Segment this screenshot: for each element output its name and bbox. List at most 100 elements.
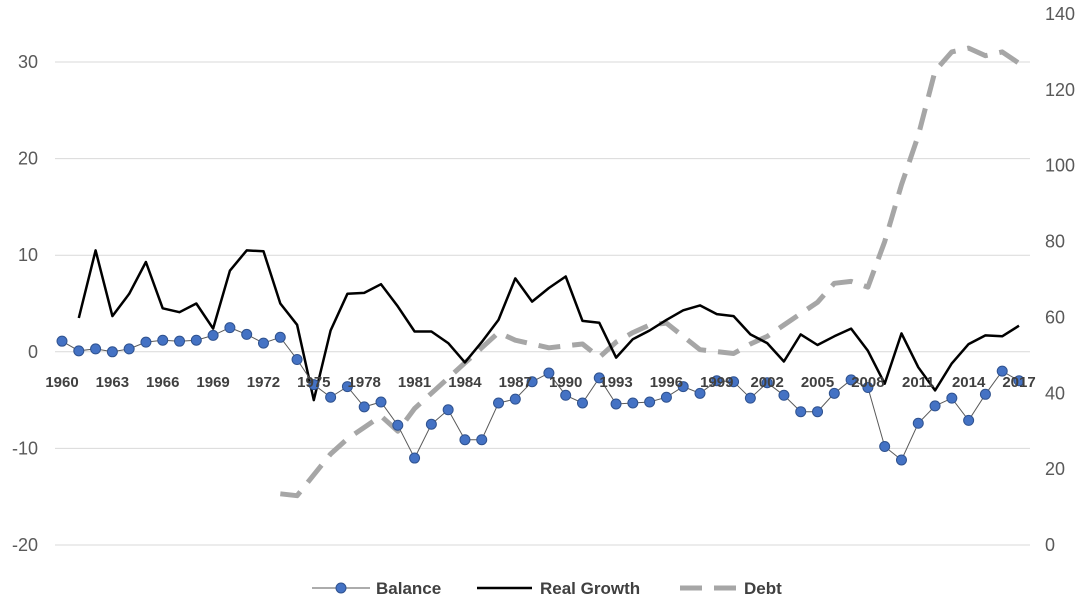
balance-point — [325, 391, 337, 403]
balance-point — [560, 389, 572, 401]
legend-real-growth-label: Real Growth — [540, 579, 640, 598]
balance-point — [593, 372, 605, 384]
balance-point — [358, 401, 370, 413]
x-tick-label: 1978 — [348, 374, 381, 391]
balance-point — [425, 418, 437, 430]
legend: Balance Real Growth Debt — [312, 579, 782, 598]
x-tick-label: 1999 — [700, 374, 733, 391]
balance-point — [207, 329, 219, 341]
balance-point — [308, 379, 320, 391]
balance-point — [493, 397, 505, 409]
balance-point — [845, 374, 857, 386]
x-tick-label: 1987 — [499, 374, 532, 391]
right-tick-label: 40 — [1045, 383, 1065, 403]
balance-point — [73, 345, 85, 357]
balance-point — [929, 400, 941, 412]
balance-point — [123, 343, 135, 355]
x-tick-label: 1996 — [650, 374, 683, 391]
right-tick-label: 20 — [1045, 459, 1065, 479]
balance-point — [291, 354, 303, 366]
balance-point — [341, 381, 353, 393]
balance-point — [610, 398, 622, 410]
balance-point — [140, 336, 152, 348]
left-tick-label: 10 — [18, 245, 38, 265]
x-tick-label: 2002 — [750, 374, 783, 391]
legend-balance-label: Balance — [376, 579, 441, 598]
x-tick-label: 2011 — [902, 374, 935, 391]
balance-point — [711, 375, 723, 387]
x-tick-label: 1984 — [448, 374, 482, 391]
balance-point — [660, 391, 672, 403]
x-tick-label: 1963 — [96, 374, 129, 391]
balance-point — [157, 334, 169, 346]
balance-point — [274, 331, 286, 343]
x-tick-label: 2005 — [801, 374, 834, 391]
balance-point — [375, 396, 387, 408]
balance-point — [728, 376, 740, 388]
legend-debt-label: Debt — [744, 579, 782, 598]
x-tick-label: 1981 — [398, 374, 431, 391]
left-axis-ticks: -20 -10 0 10 20 30 — [12, 52, 38, 555]
balance-point — [409, 452, 421, 464]
balance-point — [90, 343, 102, 355]
balance-point — [862, 382, 874, 394]
x-tick-label: 1972 — [247, 374, 280, 391]
left-tick-label: 0 — [28, 342, 38, 362]
right-tick-label: 140 — [1045, 4, 1075, 24]
balance-point — [224, 322, 236, 334]
left-tick-label: 20 — [18, 149, 38, 169]
left-tick-label: -10 — [12, 438, 38, 458]
balance-point — [895, 454, 907, 466]
balance-line — [61, 327, 1020, 461]
left-tick-label: 30 — [18, 52, 38, 72]
right-tick-label: 80 — [1045, 232, 1065, 252]
balance-point — [828, 387, 840, 399]
balance-point — [761, 377, 773, 389]
balance-point — [576, 397, 588, 409]
balance-point — [190, 334, 202, 346]
balance-point — [106, 346, 118, 358]
right-axis-ticks: 0 20 40 60 80 100 120 140 — [1045, 4, 1075, 555]
right-tick-label: 120 — [1045, 80, 1075, 100]
right-tick-label: 0 — [1045, 535, 1055, 555]
balance-point — [795, 406, 807, 418]
x-tick-label: 1975 — [297, 374, 330, 391]
balance-point — [442, 404, 454, 416]
balance-point — [257, 337, 269, 349]
balance-point — [526, 376, 538, 388]
balance-point — [241, 328, 253, 340]
balance-point — [677, 381, 689, 393]
balance-point — [778, 389, 790, 401]
balance-point — [1013, 375, 1025, 387]
balance-point — [879, 440, 891, 452]
balance-point — [476, 434, 488, 446]
balance-point — [174, 335, 186, 347]
x-tick-label: 1966 — [146, 374, 179, 391]
x-tick-label: 1960 — [45, 374, 78, 391]
right-tick-label: 60 — [1045, 307, 1065, 327]
series-real-growth — [77, 249, 1020, 402]
x-tick-label: 1990 — [549, 374, 582, 391]
real-growth-line — [77, 249, 1020, 402]
balance-point — [627, 397, 639, 409]
balance-point — [963, 414, 975, 426]
balance-point — [979, 388, 991, 400]
left-tick-label: -20 — [12, 535, 38, 555]
balance-point — [912, 417, 924, 429]
balance-point — [56, 335, 68, 347]
x-tick-label: 2017 — [1002, 374, 1035, 391]
gridlines — [55, 61, 1030, 546]
right-tick-label: 100 — [1045, 156, 1075, 176]
balance-point — [543, 367, 555, 379]
balance-point — [509, 393, 521, 405]
x-tick-label: 2014 — [952, 374, 986, 391]
series-debt — [280, 45, 1021, 499]
balance-point — [812, 406, 824, 418]
legend-balance-marker — [335, 582, 347, 594]
balance-point — [996, 365, 1008, 377]
series-balance — [56, 322, 1025, 466]
balance-point — [744, 392, 756, 404]
x-tick-label: 1993 — [599, 374, 632, 391]
balance-point — [694, 387, 706, 399]
